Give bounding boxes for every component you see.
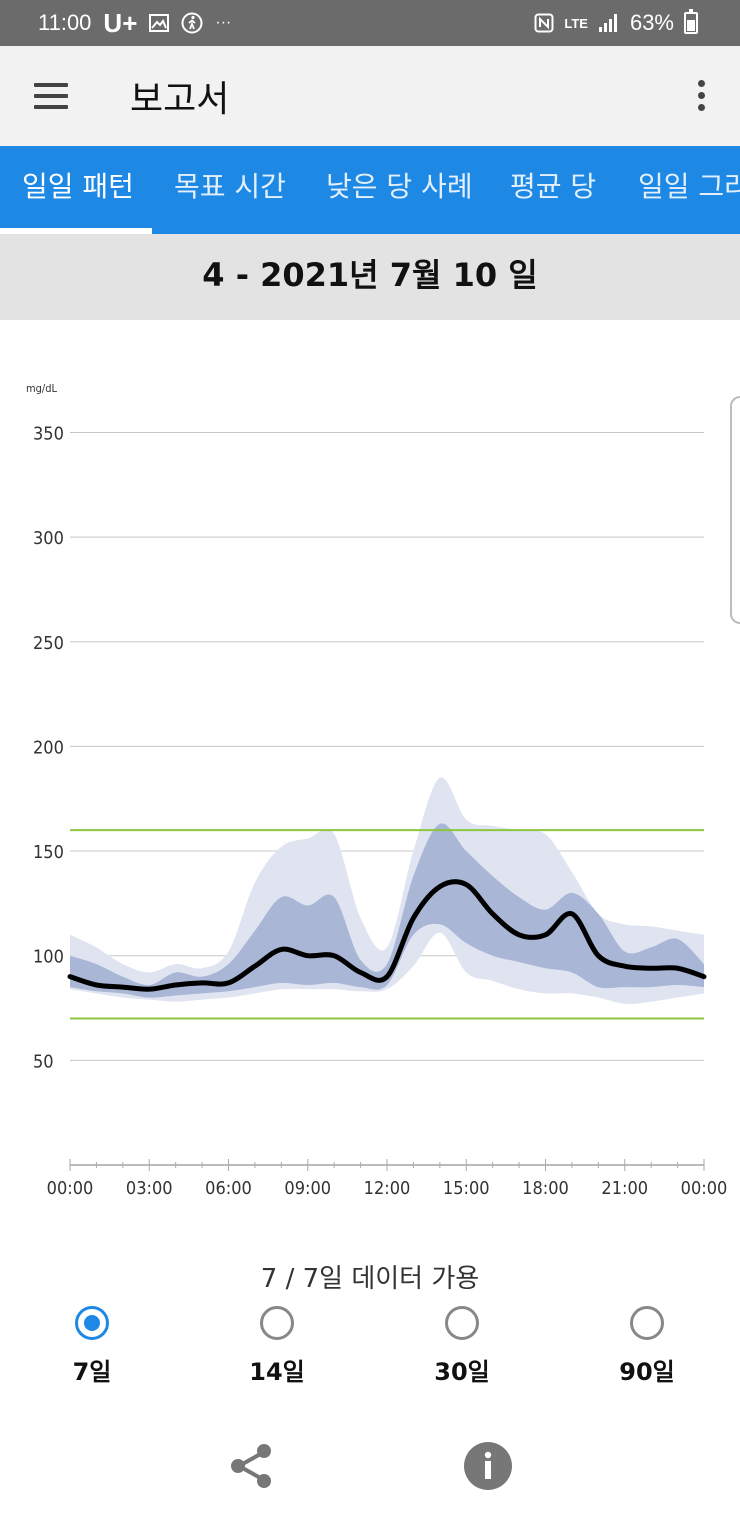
- x-tick-label: 00:00: [47, 1178, 94, 1199]
- more-notifications-label: ···: [215, 14, 232, 31]
- info-icon[interactable]: [464, 1442, 512, 1490]
- period-label: 14일: [249, 1358, 305, 1386]
- radio-button[interactable]: [445, 1306, 479, 1340]
- battery-percent: 63%: [629, 10, 674, 35]
- x-tick-label: 03:00: [126, 1178, 173, 1199]
- period-option-90[interactable]: 90일: [587, 1306, 707, 1387]
- signal-icon: [598, 14, 617, 32]
- y-tick-label: 300: [33, 528, 64, 549]
- status-time: 11:00: [38, 10, 92, 35]
- period-label: 90일: [619, 1358, 675, 1386]
- y-tick-label: 350: [33, 423, 64, 444]
- status-bar: 11:00 U+ ··· LTE 63%: [0, 0, 740, 46]
- y-tick-label: 200: [33, 737, 64, 758]
- y-axis-unit-label: mg/dL: [26, 382, 58, 395]
- x-tick-label: 12:00: [364, 1178, 411, 1199]
- period-option-14[interactable]: 14일: [217, 1306, 337, 1387]
- tab-daily-pattern[interactable]: 일일 패턴: [22, 170, 134, 203]
- tab-low-glucose-events[interactable]: 낮은 당 사례: [326, 170, 473, 203]
- x-tick-label: 00:00: [681, 1178, 728, 1199]
- y-tick-label: 50: [33, 1051, 54, 1072]
- period-label: 30일: [434, 1358, 490, 1386]
- active-tab-indicator: [0, 228, 152, 234]
- walking-icon: [181, 12, 203, 34]
- period-label: 7일: [72, 1358, 112, 1386]
- data-availability-text: 7 / 7일 데이터 가용: [260, 1264, 480, 1294]
- x-tick-label: 09:00: [284, 1178, 331, 1199]
- network-type-label: LTE: [564, 15, 588, 31]
- nfc-icon: [534, 13, 554, 33]
- report-tabs: 일일 패턴 목표 시간 낮은 당 사례 평균 당 일일 그라: [0, 146, 740, 234]
- period-option-7[interactable]: 7일: [32, 1306, 152, 1387]
- daily-pattern-chart: 350 300 250 200 150 100 50 00:00 03:00 06:00 09:00…: [0, 320, 740, 1220]
- x-tick-label: 21:00: [601, 1178, 648, 1199]
- y-tick-label: 250: [33, 633, 64, 654]
- period-selector: 7일 14일 30일 90일: [0, 1306, 740, 1386]
- gallery-icon: [149, 14, 170, 32]
- period-option-30[interactable]: 30일: [402, 1306, 522, 1387]
- battery-icon: [684, 9, 698, 34]
- share-icon[interactable]: [226, 1440, 278, 1492]
- tab-average-glucose[interactable]: 평균 당: [510, 170, 597, 203]
- page-title: 보고서: [130, 79, 230, 120]
- y-tick-label: 100: [33, 947, 64, 968]
- radio-button[interactable]: [630, 1306, 664, 1340]
- more-vert-icon[interactable]: [696, 80, 706, 112]
- side-panel-handle[interactable]: [730, 396, 740, 624]
- x-tick-label: 15:00: [443, 1178, 490, 1199]
- app-bar: 보고서: [0, 46, 740, 146]
- radio-button-checked[interactable]: [75, 1306, 109, 1340]
- carrier-label: U+: [103, 7, 138, 38]
- x-tick-label: 18:00: [522, 1178, 569, 1199]
- median-line: [67, 879, 707, 992]
- radio-button[interactable]: [260, 1306, 294, 1340]
- interquartile-band: [70, 823, 704, 998]
- y-tick-label: 150: [33, 842, 64, 863]
- x-tick-label: 06:00: [205, 1178, 252, 1199]
- hamburger-menu-icon[interactable]: [34, 83, 68, 109]
- chart-canvas: 350 300 250 200 150 100 50 00:00 03:00 06:00 09:00…: [26, 382, 728, 1199]
- tab-daily-graph[interactable]: 일일 그라: [638, 170, 740, 203]
- date-range-header: 4 - 2021년 7월 10 일: [0, 234, 740, 320]
- tab-time-in-target[interactable]: 목표 시간: [174, 170, 286, 203]
